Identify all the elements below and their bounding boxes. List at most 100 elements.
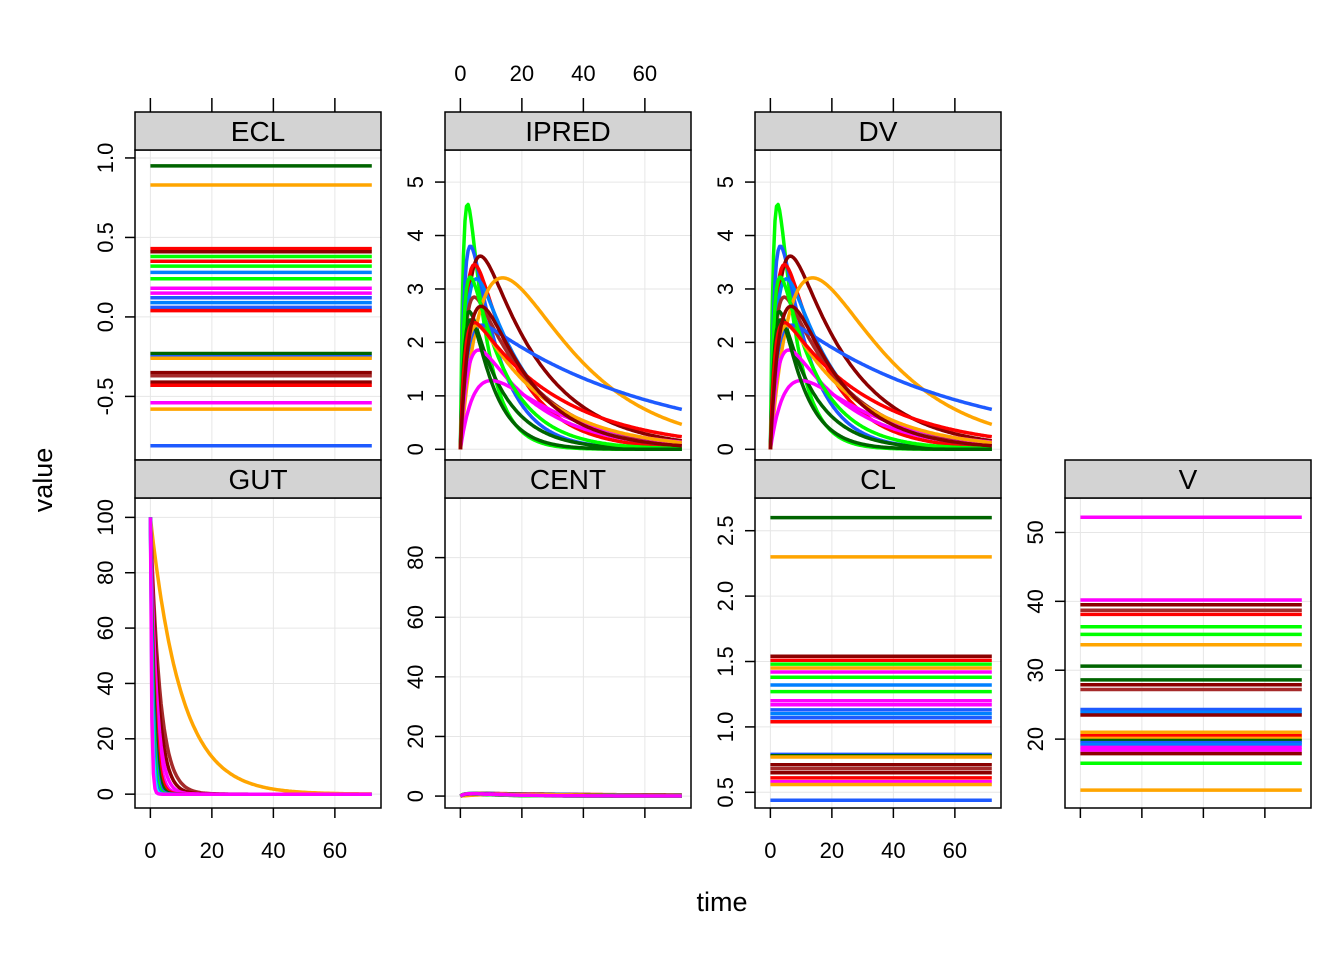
x-tick-label: 20 [200,838,224,863]
x-tick-label-top: 60 [633,61,657,86]
series-line [768,262,992,450]
y-tick-label: 2 [403,336,428,348]
series-line [148,517,372,796]
strip-background [444,459,692,499]
y-tick-label: 100 [93,499,118,536]
strip-label: CENT [530,464,606,495]
x-tick-label-top: 0 [454,61,466,86]
y-tick-label: 80 [93,560,118,584]
y-tick-label: 2.0 [713,581,738,612]
panels-layer: ECL -0.5 0.0 0.5 1.0 IPRED 0 1 2 3 4 5 DV 0 1 2 3 4 5 GUT 0 2… [93,111,1312,809]
y-tick-label: 3 [713,283,738,295]
y-tick-label: 1 [403,390,428,402]
series-line [458,254,683,450]
series-line [768,275,992,451]
y-tick-label: 40 [403,665,428,689]
series-line [458,275,682,451]
strip-label: ECL [231,116,285,147]
x-tick-label: 0 [764,838,776,863]
panel-gut: GUT 0 20 40 60 80 100 [93,459,382,809]
y-tick-label: 4 [403,229,428,241]
y-tick-label: 3 [403,283,428,295]
y-tick-label: 80 [403,545,428,569]
y-tick-label: 1.0 [713,712,738,743]
y-tick-label: 40 [93,671,118,695]
y-tick-label: 0.5 [713,777,738,808]
y-tick-label: 5 [403,176,428,188]
y-tick-label: 20 [1023,727,1048,751]
series-line [148,517,372,796]
series-line [148,517,372,796]
y-tick-label: -0.5 [93,377,118,415]
series-line [458,262,682,450]
panel-border [444,497,692,809]
series-line [768,276,993,450]
series-line [148,517,372,796]
series-line [148,517,372,796]
strip-label: DV [859,116,898,147]
panel-dv: DV 0 1 2 3 4 5 [713,111,1002,461]
y-axis-title: value [28,448,58,513]
panel-border [134,149,382,461]
strip-label: CL [860,464,896,495]
y-tick-label: 60 [403,605,428,629]
series-line [459,791,682,798]
strip-background [754,111,1002,151]
series-line [458,320,683,450]
series-line [148,517,372,796]
series-line [148,517,372,796]
y-tick-label: 1.0 [93,143,118,174]
strip-label: V [1179,464,1198,495]
x-tick-label-top: 20 [510,61,534,86]
x-tick-label: 0 [144,838,156,863]
panel-border [754,497,1002,809]
series-line [148,517,372,796]
strip-background [134,459,382,499]
y-tick-label: 2 [713,336,738,348]
series-line [148,517,372,796]
x-tick-label: 20 [820,838,844,863]
strip-label: GUT [228,464,287,495]
x-axis-layer: 0 20 40 600 20 40 60 0 20 40 60 [144,61,1266,863]
strip-background [134,111,382,151]
x-tick-label-top: 40 [571,61,595,86]
y-tick-label: 20 [403,724,428,748]
y-tick-label: 0 [403,443,428,455]
series-line [148,517,372,796]
series-line [458,276,683,450]
y-tick-label: 0.0 [93,302,118,333]
series-line [458,318,682,452]
y-tick-label: 1 [713,390,738,402]
y-tick-label: 5 [713,176,738,188]
series-line [768,304,993,450]
y-tick-label: 2.5 [713,515,738,546]
y-tick-label: 20 [93,727,118,751]
panel-cent: CENT 0 20 40 60 80 [403,459,692,809]
series-line [148,517,372,796]
strip-background [1064,459,1312,499]
series-line [768,323,993,450]
strip-label: IPRED [525,116,611,147]
series-line [148,517,372,796]
series-line [768,320,993,450]
y-tick-label: 0 [713,443,738,455]
y-tick-label: 60 [93,616,118,640]
strip-background [754,459,1002,499]
x-tick-label: 60 [943,838,967,863]
y-tick-label: 50 [1023,520,1048,544]
panel-ecl: ECL -0.5 0.0 0.5 1.0 [93,111,382,461]
series-line [458,323,683,450]
y-tick-label: 1.5 [713,646,738,677]
y-tick-label: 0.5 [93,222,118,253]
panel-ipred: IPRED 0 1 2 3 4 5 [403,111,692,461]
y-tick-label: 4 [713,229,738,241]
panel-v: V 20 30 40 50 [1023,459,1312,809]
y-tick-label: 40 [1023,589,1048,613]
panel-cl: CL 0.5 1.0 1.5 2.0 2.5 [713,459,1002,809]
x-tick-label: 60 [323,838,347,863]
strip-background [444,111,692,151]
y-tick-label: 0 [403,790,428,802]
series-line [458,304,683,450]
series-line [768,318,992,452]
